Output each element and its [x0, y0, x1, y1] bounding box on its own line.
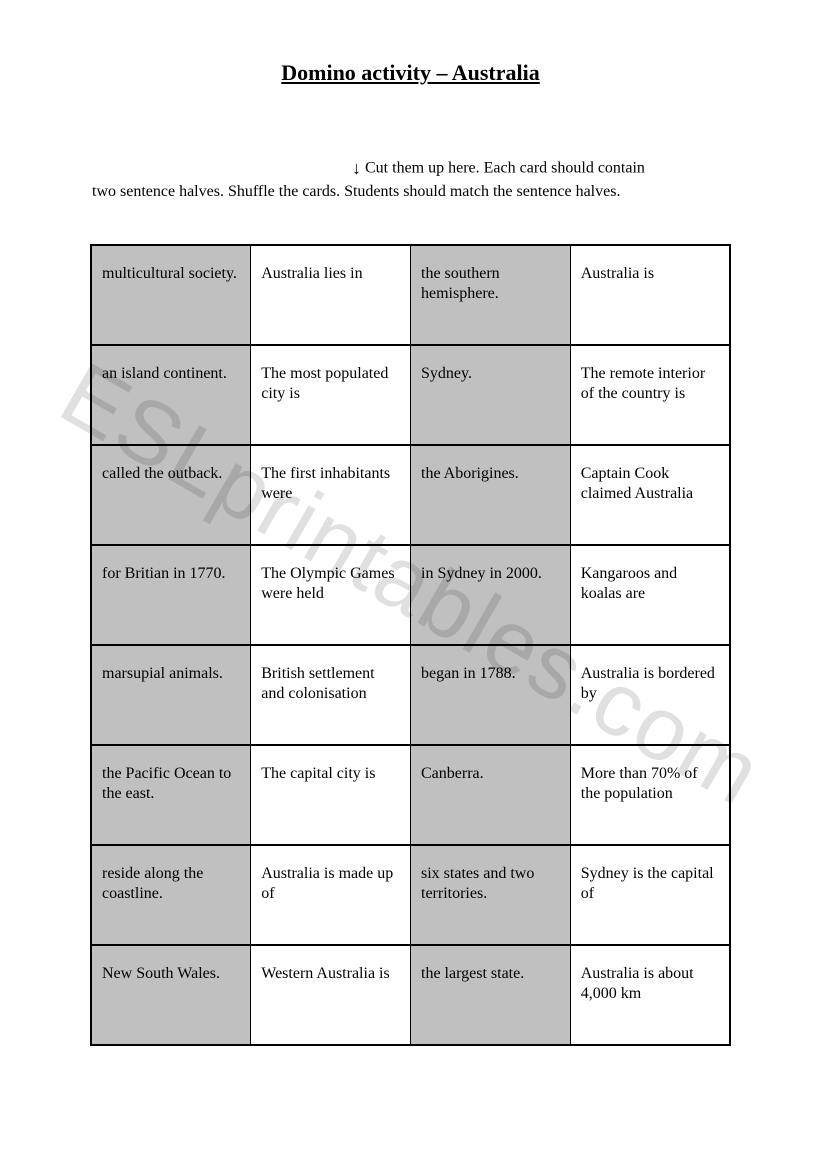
table-cell: the Aborigines. [411, 445, 571, 545]
table-row: New South Wales.Western Australia isthe … [91, 945, 730, 1045]
table-row: called the outback.The first inhabitants… [91, 445, 730, 545]
table-row: marsupial animals.British settlement and… [91, 645, 730, 745]
table-cell: the largest state. [411, 945, 571, 1045]
domino-table-body: multicultural society.Australia lies int… [91, 245, 730, 1045]
table-cell: The Olympic Games were held [251, 545, 411, 645]
table-row: multicultural society.Australia lies int… [91, 245, 730, 345]
table-cell: Captain Cook claimed Australia [570, 445, 730, 545]
table-row: an island continent.The most populated c… [91, 345, 730, 445]
table-cell: began in 1788. [411, 645, 571, 745]
table-cell: The capital city is [251, 745, 411, 845]
page-title: Domino activity – Australia [90, 60, 731, 86]
table-cell: Australia is about 4,000 km [570, 945, 730, 1045]
table-cell: Sydney. [411, 345, 571, 445]
instructions-text-1: Cut them up here. Each card should conta… [361, 159, 645, 176]
table-cell: reside along the coastline. [91, 845, 251, 945]
table-cell: Australia is made up of [251, 845, 411, 945]
table-cell: British settlement and colonisation [251, 645, 411, 745]
table-cell: the Pacific Ocean to the east. [91, 745, 251, 845]
table-cell: The remote interior of the country is [570, 345, 730, 445]
table-cell: Australia is bordered by [570, 645, 730, 745]
table-cell: New South Wales. [91, 945, 251, 1045]
table-row: for Britian in 1770.The Olympic Games we… [91, 545, 730, 645]
table-cell: The first inhabitants were [251, 445, 411, 545]
table-cell: an island continent. [91, 345, 251, 445]
table-row: the Pacific Ocean to the east.The capita… [91, 745, 730, 845]
table-cell: Canberra. [411, 745, 571, 845]
table-cell: the southern hemisphere. [411, 245, 571, 345]
table-cell: six states and two territories. [411, 845, 571, 945]
table-cell: in Sydney in 2000. [411, 545, 571, 645]
table-cell: Australia lies in [251, 245, 411, 345]
table-cell: The most populated city is [251, 345, 411, 445]
table-cell: More than 70% of the population [570, 745, 730, 845]
domino-table: multicultural society.Australia lies int… [90, 244, 731, 1046]
table-cell: Australia is [570, 245, 730, 345]
page-container: Domino activity – Australia ↓ Cut them u… [0, 0, 821, 1086]
instructions-text-2: two sentence halves. Shuffle the cards. … [92, 183, 620, 200]
table-cell: called the outback. [91, 445, 251, 545]
table-cell: Kangaroos and koalas are [570, 545, 730, 645]
instructions: ↓ Cut them up here. Each card should con… [90, 156, 731, 204]
down-arrow-icon: ↓ [352, 156, 361, 181]
table-cell: multicultural society. [91, 245, 251, 345]
table-cell: marsupial animals. [91, 645, 251, 745]
table-row: reside along the coastline.Australia is … [91, 845, 730, 945]
table-cell: Sydney is the capital of [570, 845, 730, 945]
table-cell: for Britian in 1770. [91, 545, 251, 645]
table-cell: Western Australia is [251, 945, 411, 1045]
